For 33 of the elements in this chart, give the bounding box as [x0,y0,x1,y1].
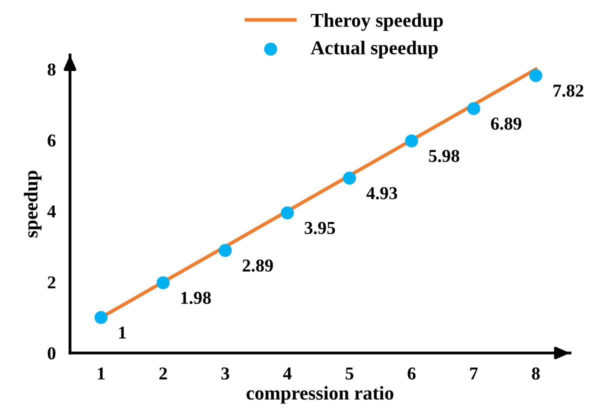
y-axis-title: speedup [24,170,42,238]
data-label: 4.93 [366,187,398,200]
data-label: 2.89 [242,259,273,272]
x-tick-label: 3 [221,367,230,380]
y-tick-label: 4 [47,205,56,218]
data-label: 5.98 [429,150,460,162]
y-tick-label: 0 [48,347,56,360]
x-tick-label: 1 [98,368,105,380]
y-tick-label: 2 [48,276,56,288]
x-tick-label: 2 [159,367,167,380]
x-tick-label: 8 [532,367,540,380]
x-tick-label: 6 [408,367,416,380]
legend-label: Actual speedup [310,40,438,58]
x-tick-label: 4 [283,368,292,380]
point [218,244,232,257]
x-tick-label: 5 [346,368,354,380]
point [280,206,294,220]
data-label: 1.98 [181,292,211,304]
point [467,102,480,116]
point [94,311,108,324]
data-label: 6.89 [491,118,522,130]
x-tick-label: 7 [470,368,478,380]
point [156,276,170,290]
point [405,134,418,148]
legend-label: Theroy speedup [310,13,443,31]
x-axis-title: compression ratio [246,386,394,404]
point [529,69,542,82]
point [343,172,356,185]
data-label: 3.95 [304,222,335,234]
data-label: 7.82 [554,84,584,97]
data-label: 1 [119,326,126,339]
y-tick-label: 8 [48,63,56,76]
y-tick-label: 6 [48,134,56,147]
